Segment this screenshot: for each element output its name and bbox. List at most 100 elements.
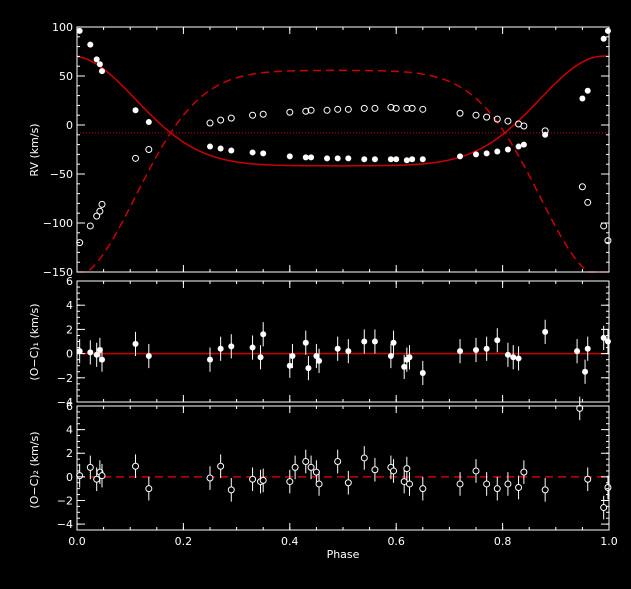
rv-point-secondary bbox=[483, 113, 491, 121]
r2-point bbox=[504, 480, 512, 488]
r1-point bbox=[483, 345, 490, 352]
r1-point bbox=[249, 344, 256, 351]
r1-point bbox=[419, 369, 426, 376]
rv-point-primary bbox=[361, 156, 368, 163]
r2-y-tick-label: −4 bbox=[57, 518, 73, 531]
residual-secondary-y-axis-label: (O−C)₂ (km/s) bbox=[28, 431, 41, 508]
r1-point bbox=[334, 345, 341, 352]
r2-point bbox=[249, 475, 257, 483]
rv-point-secondary bbox=[86, 222, 94, 230]
residual-primary-axes: 6 4 2 0 −2 −4 bbox=[57, 275, 610, 409]
r2-point bbox=[493, 485, 501, 493]
rv-point-secondary bbox=[259, 110, 267, 118]
rv-point-secondary bbox=[323, 106, 331, 114]
rv-point-secondary bbox=[217, 116, 225, 124]
rv-point-primary bbox=[308, 154, 315, 161]
r2-frame bbox=[76, 405, 610, 531]
rv-point-secondary bbox=[98, 200, 106, 208]
r2-y-tick-label: −2 bbox=[57, 494, 73, 507]
rv-point-secondary bbox=[392, 104, 400, 112]
rv-point-primary bbox=[302, 154, 309, 161]
rv-point-primary bbox=[584, 87, 591, 94]
r2-point bbox=[472, 467, 480, 475]
r1-point bbox=[217, 345, 224, 352]
rv-point-primary bbox=[371, 156, 378, 163]
r1-point bbox=[510, 354, 517, 361]
r1-point bbox=[494, 337, 501, 344]
r1-point bbox=[504, 351, 511, 358]
rv-point-secondary bbox=[408, 104, 416, 112]
rv-point-secondary bbox=[493, 115, 501, 123]
rv-point-primary bbox=[520, 141, 527, 148]
secondary-model-curve bbox=[77, 69, 609, 273]
rv-point-primary bbox=[217, 145, 224, 152]
rv-point-primary bbox=[579, 95, 586, 102]
r1-point bbox=[132, 340, 139, 347]
rv-point-secondary bbox=[302, 107, 310, 115]
r1-point bbox=[286, 362, 293, 369]
rv-point-secondary bbox=[249, 111, 257, 119]
rv-point-primary bbox=[483, 150, 490, 157]
r2-point bbox=[600, 504, 608, 512]
r2-point bbox=[541, 486, 549, 494]
r2-point bbox=[286, 478, 294, 486]
rv-points bbox=[76, 27, 612, 247]
x-tick-label: 0.8 bbox=[494, 535, 512, 548]
r1-point bbox=[361, 338, 368, 345]
rv-point-primary bbox=[228, 147, 235, 154]
r2-point bbox=[291, 463, 299, 471]
rv-point-primary bbox=[93, 56, 100, 63]
rv-y-axis-label: RV (km/s) bbox=[28, 123, 41, 176]
rv-point-primary bbox=[132, 107, 139, 114]
rv-point-primary bbox=[334, 155, 341, 162]
rv-point-primary bbox=[249, 149, 256, 156]
r2-point bbox=[206, 474, 214, 482]
r2-y-tick-label: 6 bbox=[66, 400, 73, 413]
r1-point bbox=[305, 365, 312, 372]
r1-point bbox=[401, 363, 408, 370]
rv-point-primary bbox=[515, 143, 522, 150]
rv-point-secondary bbox=[334, 105, 342, 113]
primary-model-curve bbox=[76, 55, 610, 167]
rv-point-secondary bbox=[578, 183, 586, 191]
r1-point bbox=[345, 348, 352, 355]
rv-point-secondary bbox=[145, 146, 153, 153]
r1-point bbox=[99, 356, 106, 363]
rv-point-secondary bbox=[307, 106, 315, 114]
rv-point-primary bbox=[260, 150, 267, 157]
r2-point bbox=[86, 463, 94, 471]
r1-point bbox=[76, 348, 83, 355]
rv-frame bbox=[76, 26, 610, 273]
x-tick-label: 1.0 bbox=[600, 535, 618, 548]
residual-secondary-axes: 6 4 2 0 −2 −4 0.0 0.2 0.4 0.6 0.8 1.0 bbox=[57, 400, 618, 548]
r1-point bbox=[87, 349, 94, 356]
x-tick-label: 0.2 bbox=[175, 535, 193, 548]
rv-point-secondary bbox=[286, 108, 294, 116]
rv-point-primary bbox=[387, 156, 394, 163]
rv-point-primary bbox=[145, 119, 152, 126]
r1-point bbox=[584, 345, 591, 352]
r1-point bbox=[302, 339, 309, 346]
r2-point bbox=[456, 480, 464, 488]
rv-point-secondary bbox=[456, 109, 464, 117]
r1-point bbox=[406, 354, 413, 361]
x-tick-label: 0.0 bbox=[68, 535, 86, 548]
rv-point-primary bbox=[403, 157, 410, 164]
rv-point-primary bbox=[99, 68, 106, 75]
r2-point bbox=[259, 476, 267, 484]
r2-point bbox=[217, 462, 225, 470]
r1-point bbox=[257, 354, 264, 361]
rv-point-primary bbox=[345, 155, 352, 162]
r1-point bbox=[207, 356, 213, 363]
r1-point bbox=[387, 353, 394, 360]
rv-point-primary bbox=[494, 148, 501, 155]
r2-point bbox=[145, 485, 153, 493]
r1-y-tick-label: 2 bbox=[66, 323, 73, 336]
r1-point bbox=[313, 353, 320, 360]
r1-point bbox=[289, 353, 296, 360]
rv-point-secondary bbox=[584, 198, 592, 206]
r1-point bbox=[371, 338, 378, 345]
rv-point-secondary bbox=[371, 104, 379, 112]
r2-point bbox=[344, 479, 352, 487]
